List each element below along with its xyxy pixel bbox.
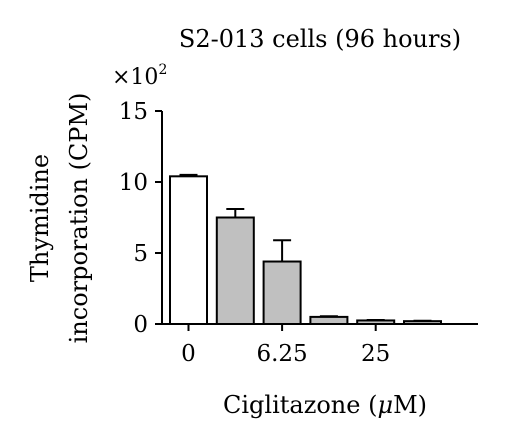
y-multiplier: ×102 [112, 62, 167, 90]
x-tick-label: 25 [361, 341, 390, 367]
y-axis-ticks: 0 5 10 15 [119, 99, 162, 338]
y-tick-label: 10 [119, 170, 148, 196]
y-tick-label: 0 [133, 312, 148, 338]
bar [169, 175, 208, 325]
bars [169, 173, 442, 326]
bar [262, 260, 302, 325]
y-axis-label-line1: Thymidine [26, 154, 54, 282]
x-axis-ticks: 0 6.25 25 [181, 324, 390, 367]
y-tick-label: 5 [133, 241, 148, 267]
y-tick-label: 15 [119, 99, 148, 125]
y-axis-label-line2: incorporation (CPM) [65, 93, 93, 344]
chart-title: S2-013 cells (96 hours) [179, 25, 461, 53]
x-axis-label: Ciglitazone (μM) [223, 391, 427, 419]
x-tick-label: 0 [181, 341, 196, 367]
bar [309, 315, 349, 325]
x-tick-label: 6.25 [256, 341, 307, 367]
bar [215, 216, 255, 325]
y-multiplier-exponent: 2 [158, 62, 167, 78]
y-multiplier-base: ×10 [112, 65, 158, 90]
